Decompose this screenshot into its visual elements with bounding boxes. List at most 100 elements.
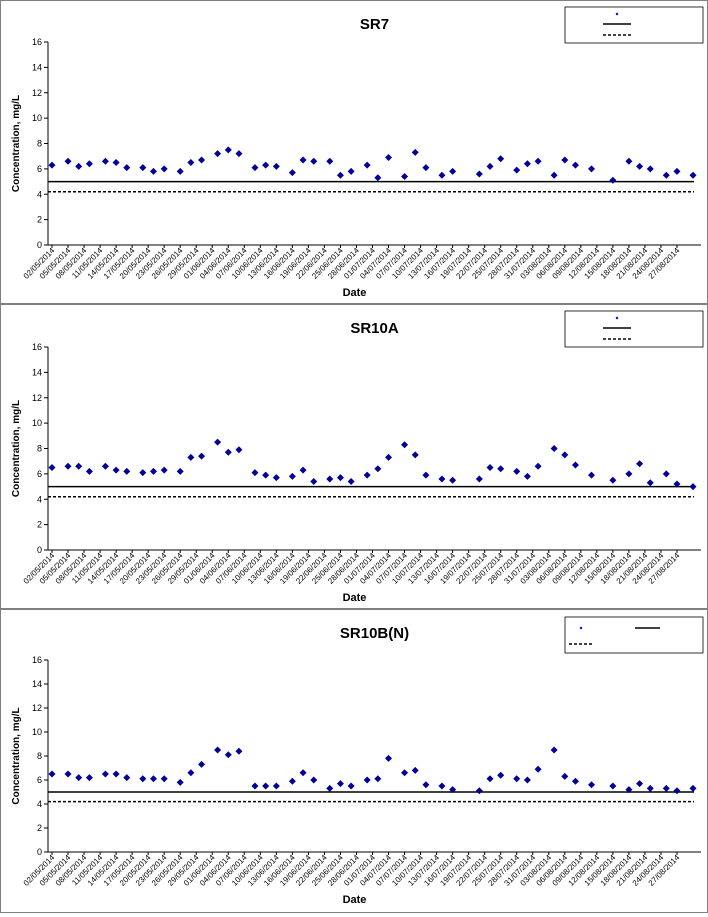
data-point: [160, 466, 168, 474]
data-point: [176, 467, 184, 475]
data-point: [187, 769, 195, 777]
data-point: [513, 467, 521, 475]
y-tick-label: 6: [37, 775, 42, 785]
data-point: [411, 451, 419, 459]
data-point: [272, 474, 280, 482]
y-tick-label: 12: [32, 393, 42, 403]
data-point: [336, 474, 344, 482]
data-point: [497, 771, 505, 779]
y-tick-label: 4: [37, 799, 42, 809]
data-point: [571, 161, 579, 169]
data-point: [411, 766, 419, 774]
y-tick-label: 12: [32, 88, 42, 98]
y-axis-label: Concentration, mg/L: [11, 95, 22, 192]
data-point: [636, 780, 644, 788]
data-point: [609, 782, 617, 790]
data-point: [336, 780, 344, 788]
data-point: [534, 765, 542, 773]
data-point: [139, 775, 147, 783]
y-tick-label: 6: [37, 164, 42, 174]
data-point: [112, 770, 120, 778]
y-axis-label: Concentration, mg/L: [11, 400, 22, 497]
data-point: [561, 772, 569, 780]
data-point: [149, 167, 157, 175]
data-point: [363, 471, 371, 479]
data-point: [48, 464, 56, 472]
data-point: [299, 769, 307, 777]
data-point: [486, 775, 494, 783]
y-tick-label: 8: [37, 751, 42, 761]
chart-panel-sr10bn: SR10B(N) 0 2 4 6 8 10 12 14 16 Concentration, mg/L…: [0, 609, 708, 913]
y-tick-label: 2: [37, 823, 42, 833]
data-point: [101, 770, 109, 778]
data-point: [646, 479, 654, 487]
data-point: [385, 754, 393, 762]
data-point: [550, 171, 558, 179]
data-point: [262, 782, 270, 790]
y-tick-label: 0: [37, 847, 42, 857]
data-point: [123, 774, 131, 782]
chart-panel-sr10a: SR10A 0 2 4 6 8 10 12 14 16 Concentration, mg/L 02/…: [0, 304, 708, 609]
data-point: [534, 462, 542, 470]
y-tick-label: 8: [37, 444, 42, 454]
y-tick-label: 4: [37, 494, 42, 504]
data-point: [689, 171, 697, 179]
data-point: [588, 471, 596, 479]
data-point: [449, 167, 457, 175]
data-point: [609, 176, 617, 184]
data-point: [224, 146, 232, 154]
data-point: [101, 157, 109, 165]
legend-box: [564, 6, 704, 44]
data-point: [262, 471, 270, 479]
data-point: [336, 171, 344, 179]
data-point: [625, 157, 633, 165]
x-axis-label: Date: [343, 592, 367, 604]
data-point: [374, 174, 382, 182]
data-point: [588, 165, 596, 173]
legend-marker: [615, 12, 619, 16]
data-point: [662, 171, 670, 179]
data-point: [497, 465, 505, 473]
data-point: [48, 161, 56, 169]
data-point: [347, 167, 355, 175]
data-point: [588, 781, 596, 789]
data-point: [438, 475, 446, 483]
data-point: [561, 451, 569, 459]
data-point: [534, 157, 542, 165]
data-point: [198, 452, 206, 460]
y-tick-label: 8: [37, 139, 42, 149]
data-point: [123, 164, 131, 172]
data-point: [673, 480, 681, 488]
data-point: [235, 446, 243, 454]
y-tick-label: 4: [37, 189, 42, 199]
data-point: [288, 777, 296, 785]
data-point: [85, 467, 93, 475]
data-point: [662, 470, 670, 478]
data-point: [139, 164, 147, 172]
data-point: [187, 159, 195, 167]
data-point: [310, 776, 318, 784]
data-point: [449, 786, 457, 794]
data-point: [64, 157, 72, 165]
data-point: [326, 157, 334, 165]
data-point: [401, 172, 409, 180]
data-point: [299, 156, 307, 164]
chart-sr10bn: SR10B(N) 0 2 4 6 8 10 12 14 16 Concentration, mg/L…: [11, 616, 704, 906]
data-point: [85, 774, 93, 782]
data-point: [112, 159, 120, 167]
chart-title: SR7: [360, 16, 389, 33]
chart-title: SR10A: [350, 320, 399, 337]
data-point: [422, 164, 430, 172]
data-point: [251, 164, 259, 172]
data-point: [75, 774, 83, 782]
y-tick-label: 2: [37, 215, 42, 225]
data-point: [401, 769, 409, 777]
data-point: [689, 784, 697, 792]
y-tick-label: 2: [37, 520, 42, 530]
data-point: [571, 777, 579, 785]
data-point: [224, 448, 232, 456]
data-point: [363, 161, 371, 169]
data-point: [214, 438, 222, 446]
